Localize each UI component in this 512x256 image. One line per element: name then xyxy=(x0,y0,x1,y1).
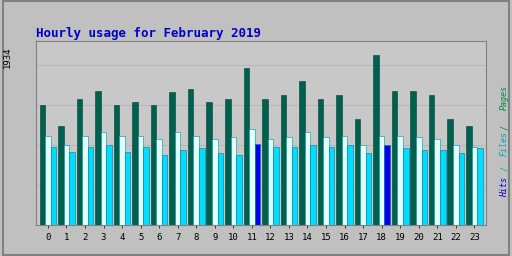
Bar xyxy=(477,148,483,225)
Bar xyxy=(106,145,112,225)
Bar xyxy=(82,135,88,225)
Bar xyxy=(175,132,180,225)
Bar xyxy=(329,147,334,225)
Text: 1934: 1934 xyxy=(3,46,12,68)
Bar xyxy=(225,99,230,225)
Bar xyxy=(403,148,409,225)
Bar xyxy=(180,150,186,225)
Bar xyxy=(138,135,143,225)
Bar xyxy=(69,152,75,225)
Bar xyxy=(206,102,212,225)
Bar xyxy=(435,139,440,225)
Bar xyxy=(88,147,93,225)
Bar xyxy=(188,89,194,225)
Bar xyxy=(392,91,397,225)
Bar xyxy=(156,139,162,225)
Bar xyxy=(317,99,323,225)
Bar xyxy=(125,152,131,225)
Bar xyxy=(151,105,156,225)
Bar xyxy=(466,126,472,225)
Bar xyxy=(286,137,292,225)
Bar xyxy=(366,153,371,225)
Text: Files: Files xyxy=(500,131,509,156)
Bar xyxy=(299,81,305,225)
Bar xyxy=(292,147,297,225)
Text: Hits: Hits xyxy=(500,177,509,197)
Bar xyxy=(447,120,453,225)
Bar xyxy=(429,95,435,225)
Text: /: / xyxy=(500,125,509,131)
Bar xyxy=(63,145,69,225)
Bar xyxy=(459,153,464,225)
Bar xyxy=(385,145,390,225)
Bar xyxy=(199,148,205,225)
Bar xyxy=(230,137,236,225)
Bar xyxy=(262,99,268,225)
Bar xyxy=(169,92,175,225)
Bar xyxy=(360,145,366,225)
Bar xyxy=(194,135,199,225)
Bar xyxy=(143,147,149,225)
Bar xyxy=(58,126,63,225)
Bar xyxy=(162,155,167,225)
Bar xyxy=(212,139,218,225)
Bar xyxy=(77,99,82,225)
Text: /: / xyxy=(500,166,509,172)
Bar xyxy=(416,137,421,225)
Bar xyxy=(310,145,316,225)
Bar xyxy=(273,147,279,225)
Bar xyxy=(305,132,310,225)
Bar xyxy=(244,68,249,225)
Bar xyxy=(114,105,119,225)
Bar xyxy=(51,147,56,225)
Bar xyxy=(132,102,138,225)
Bar xyxy=(336,95,342,225)
Bar xyxy=(373,55,379,225)
Bar xyxy=(421,150,427,225)
Bar xyxy=(39,105,45,225)
Bar xyxy=(347,145,353,225)
Bar xyxy=(236,155,242,225)
Bar xyxy=(249,129,254,225)
Bar xyxy=(440,150,445,225)
Bar xyxy=(397,135,403,225)
Bar xyxy=(453,145,459,225)
Bar xyxy=(45,135,51,225)
Text: Pages: Pages xyxy=(500,85,509,110)
Bar xyxy=(355,120,360,225)
Bar xyxy=(101,132,106,225)
Bar xyxy=(268,139,273,225)
Bar xyxy=(281,95,286,225)
Bar xyxy=(119,135,125,225)
Bar xyxy=(218,153,223,225)
Bar xyxy=(323,137,329,225)
Text: Hourly usage for February 2019: Hourly usage for February 2019 xyxy=(36,27,261,40)
Bar xyxy=(342,135,347,225)
Bar xyxy=(411,91,416,225)
Bar xyxy=(472,147,477,225)
Bar xyxy=(379,135,385,225)
Bar xyxy=(95,91,101,225)
Bar xyxy=(254,144,260,225)
